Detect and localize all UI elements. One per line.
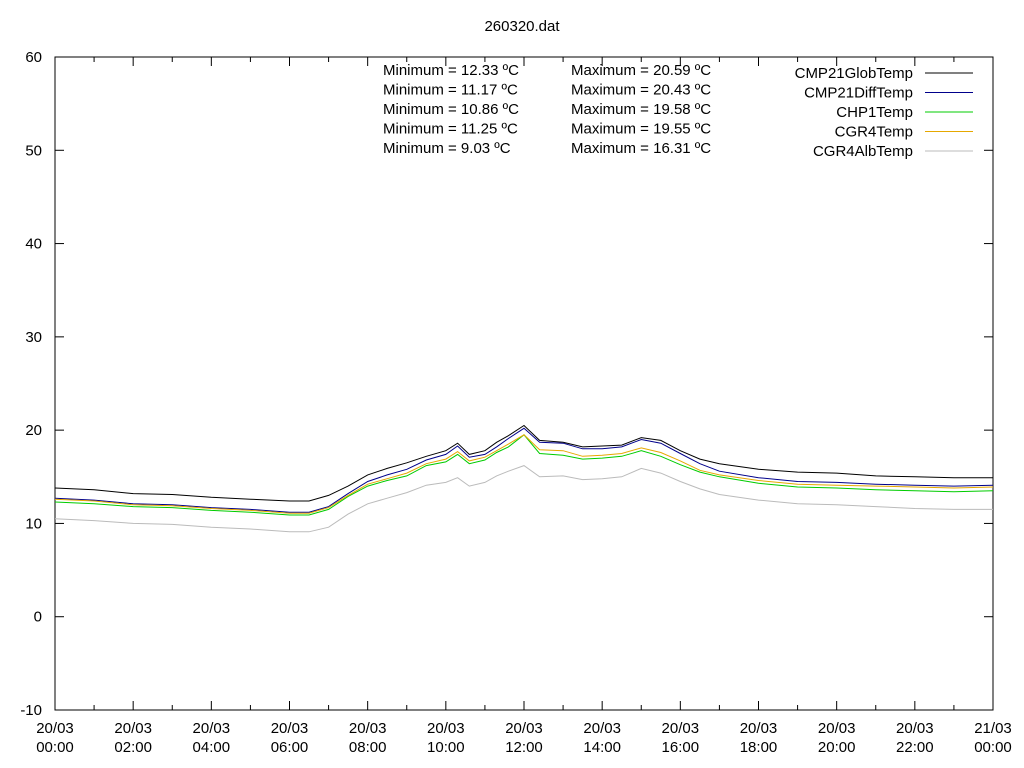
x-tick-label-time: 06:00 <box>271 739 309 756</box>
x-tick-label-date: 20/03 <box>271 720 309 737</box>
x-tick-label-date: 20/03 <box>583 720 621 737</box>
series-line-CMP21GlobTemp <box>54 424 993 502</box>
y-tick-label: 0 <box>34 609 42 626</box>
y-axis: -10 0 10 20 30 40 50 60 <box>20 49 993 719</box>
annotation-minimum: Minimum = 12.33 ºC <box>383 62 519 79</box>
x-tick-label-date: 20/03 <box>36 720 74 737</box>
legend: CMP21GlobTemp CMP21DiffTemp CHP1Temp CGR4Te… <box>795 65 973 160</box>
y-tick-label: 40 <box>25 236 42 253</box>
y-tick-label: -10 <box>20 702 42 719</box>
x-tick-label-time: 00:00 <box>36 739 74 756</box>
annotation-maximum: Maximum = 16.31 ºC <box>571 140 711 157</box>
x-tick-label-date: 20/03 <box>740 720 778 737</box>
series-line-CMP21DiffTemp <box>54 427 994 513</box>
y-tick-label: 60 <box>25 49 42 66</box>
x-tick-label-date: 20/03 <box>896 720 934 737</box>
legend-label: CGR4AlbTemp <box>813 143 913 160</box>
x-axis: 20/03 00:00 20/03 02:00 20/03 04:00 20/03 06:00… <box>36 57 1012 756</box>
x-tick-label-time: 00:00 <box>974 739 1012 756</box>
annotation-maximum: Maximum = 19.58 ºC <box>571 101 711 118</box>
legend-label: CHP1Temp <box>836 104 913 121</box>
x-tick-label-time: 18:00 <box>740 739 778 756</box>
x-tick-label-date: 20/03 <box>818 720 856 737</box>
legend-label: CMP21GlobTemp <box>795 65 913 82</box>
min-max-annotations: Minimum = 12.33 ºC Maximum = 20.59 ºC Mini… <box>383 62 711 157</box>
annotation-minimum: Minimum = 11.17 ºC <box>383 82 518 99</box>
series-line-CGR4Temp <box>54 434 994 514</box>
chart-title: 260320.dat <box>484 18 560 35</box>
x-tick-label-date: 20/03 <box>193 720 231 737</box>
annotation-minimum: Minimum = 11.25 ºC <box>383 121 518 138</box>
x-tick-label-time: 20:00 <box>818 739 856 756</box>
x-tick-label-time: 04:00 <box>193 739 231 756</box>
x-tick-label-time: 14:00 <box>583 739 621 756</box>
x-tick-label-date: 21/03 <box>974 720 1012 737</box>
legend-label: CMP21DiffTemp <box>804 85 913 102</box>
x-tick-label-time: 22:00 <box>896 739 934 756</box>
y-tick-label: 10 <box>25 515 42 532</box>
x-tick-label-time: 08:00 <box>349 739 387 756</box>
annotation-minimum: Minimum = 10.86 ºC <box>383 101 519 118</box>
x-tick-label-date: 20/03 <box>662 720 700 737</box>
annotation-maximum: Maximum = 20.43 ºC <box>571 82 711 99</box>
y-tick-label: 20 <box>25 422 42 439</box>
legend-label: CGR4Temp <box>835 124 913 141</box>
series-line-CGR4AlbTemp <box>54 465 993 533</box>
annotation-maximum: Maximum = 19.55 ºC <box>571 121 711 138</box>
x-tick-label-time: 16:00 <box>662 739 700 756</box>
x-tick-label-time: 02:00 <box>114 739 152 756</box>
x-tick-label-date: 20/03 <box>505 720 543 737</box>
y-tick-label: 30 <box>25 329 42 346</box>
series-group <box>54 424 994 533</box>
x-tick-label-date: 20/03 <box>427 720 465 737</box>
x-tick-label-date: 20/03 <box>114 720 152 737</box>
annotation-maximum: Maximum = 20.59 ºC <box>571 62 711 79</box>
x-tick-label-time: 12:00 <box>505 739 543 756</box>
x-tick-label-date: 20/03 <box>349 720 387 737</box>
annotation-minimum: Minimum = 9.03 ºC <box>383 140 511 157</box>
series-line-CHP1Temp <box>54 434 994 516</box>
y-tick-label: 50 <box>25 142 42 159</box>
x-tick-label-time: 10:00 <box>427 739 465 756</box>
